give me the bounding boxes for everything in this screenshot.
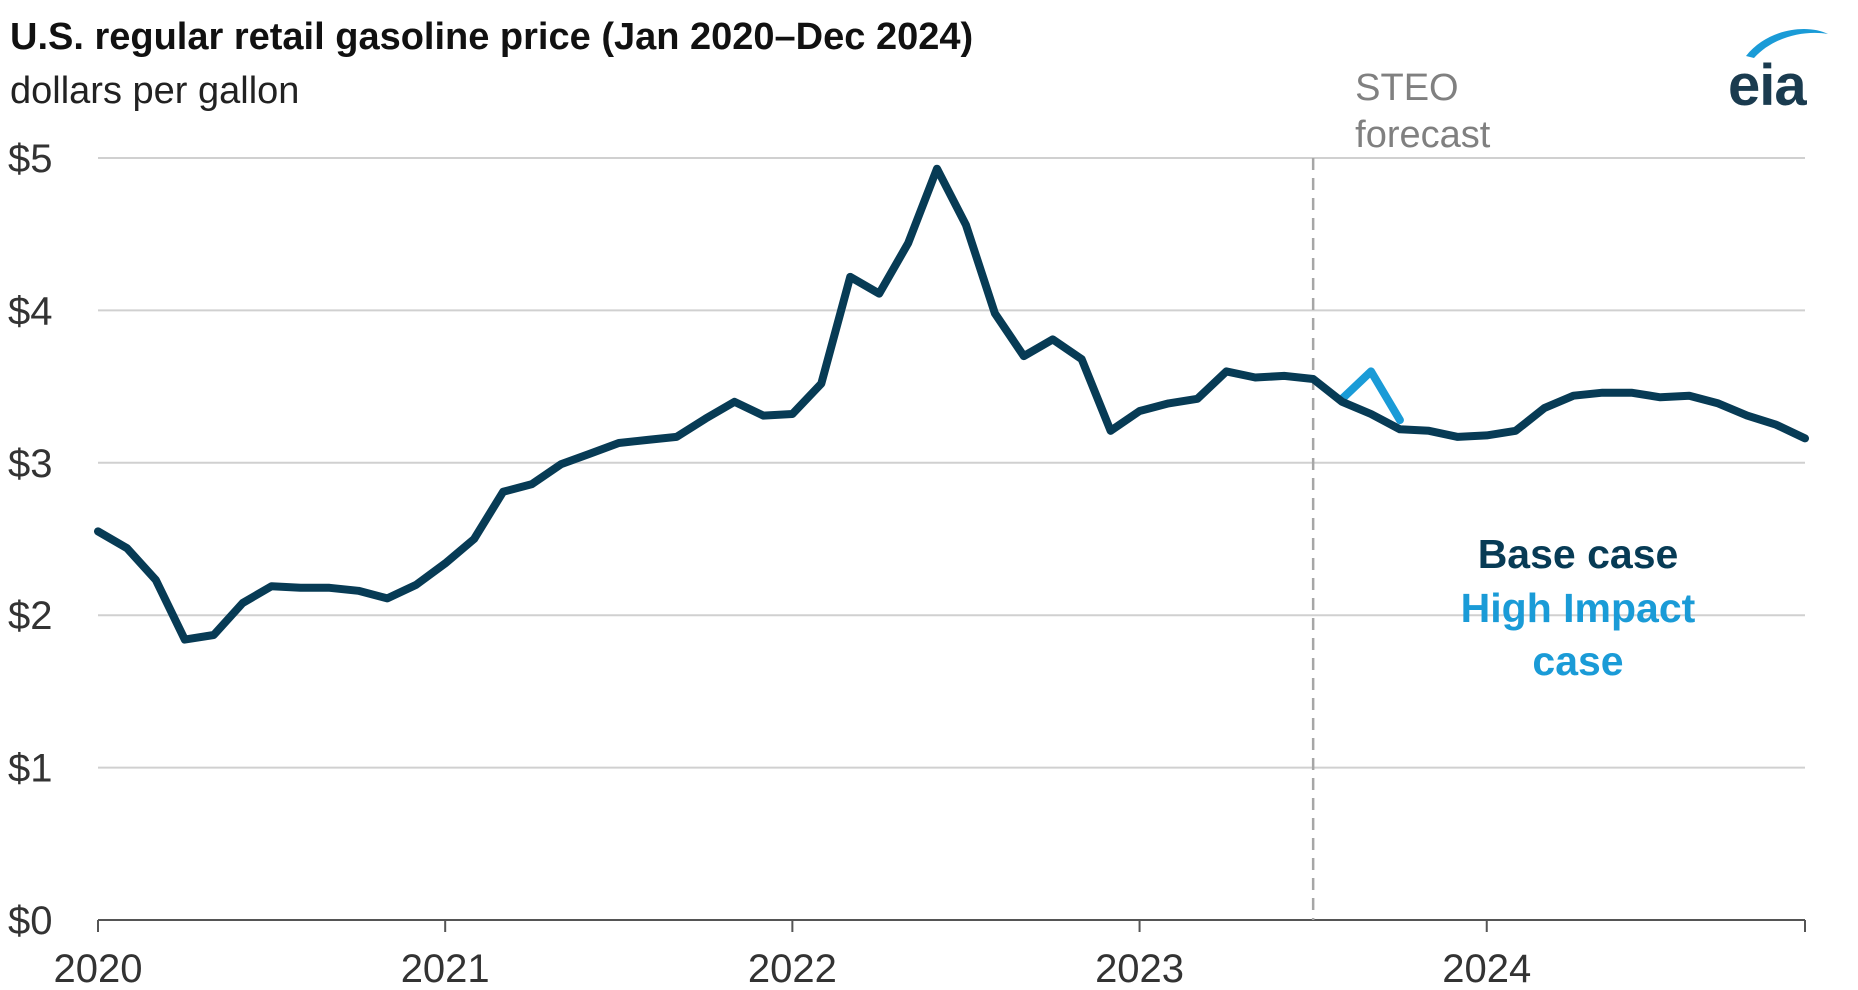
x-tick-label: 2021: [401, 947, 490, 990]
eia-logo: eia: [1728, 22, 1838, 118]
x-tick-label: 2023: [1095, 947, 1184, 990]
y-tick-label: $2: [8, 594, 53, 638]
gridlines: [98, 157, 1805, 769]
x-axis: 2020 2021 2022 2023 2024: [54, 919, 1806, 990]
x-tick-label: 2022: [748, 947, 837, 990]
y-tick-label: $0: [8, 899, 53, 943]
y-tick-label: $4: [8, 289, 53, 333]
forecast-label: forecast: [1355, 114, 1491, 156]
legend-label-base-case: Base case: [1478, 531, 1679, 577]
chart-subtitle: dollars per gallon: [10, 70, 300, 112]
legend-label-high-impact-case: High Impact: [1461, 585, 1696, 631]
legend: Base case High Impact case: [1461, 531, 1696, 684]
logo-swoosh-icon: [1746, 29, 1828, 58]
chart-title: U.S. regular retail gasoline price (Jan …: [10, 16, 974, 58]
y-tick-label: $5: [8, 137, 53, 181]
forecast-divider: STEO forecast: [1311, 67, 1491, 920]
y-axis-tick-labels: $0 $1 $2 $3 $4 $5: [8, 137, 53, 943]
forecast-label: STEO: [1355, 67, 1458, 109]
x-tick-label: 2024: [1442, 947, 1531, 990]
x-tick-label: 2020: [54, 947, 143, 990]
logo-text: eia: [1728, 53, 1807, 118]
series-line-base-case: [94, 164, 1809, 644]
series-lines: [94, 164, 1809, 644]
y-tick-label: $3: [8, 442, 53, 486]
series-line-high-impact-case: [1338, 367, 1404, 425]
legend-label-high-impact-case: case: [1532, 638, 1623, 684]
y-tick-label: $1: [8, 747, 53, 791]
